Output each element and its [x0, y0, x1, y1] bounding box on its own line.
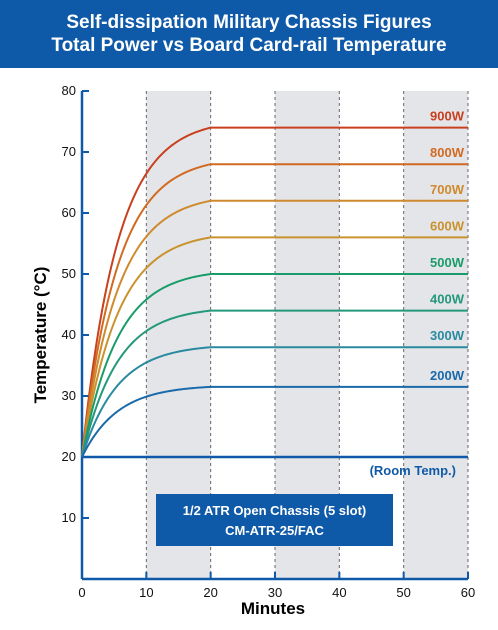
x-axis-label: Minutes	[241, 599, 305, 618]
series-label-200w: 200W	[430, 368, 465, 383]
series-line-300w	[81, 346, 468, 458]
annotation-box: 1/2 ATR Open Chassis (5 slot) CM-ATR-25/…	[156, 494, 393, 546]
series-label-800w: 800W	[430, 145, 465, 160]
y-tick-label-80: 80	[62, 83, 76, 98]
series-line-400w	[81, 309, 468, 458]
x-tick-label-30: 30	[268, 585, 282, 600]
y-tick-label-10: 10	[62, 510, 76, 525]
y-tick-label-30: 30	[62, 388, 76, 403]
chart-title-line2: Total Power vs Board Card-rail Temperatu…	[51, 35, 447, 56]
shaded-band-2	[403, 91, 468, 579]
series-label-600w: 600W	[430, 218, 465, 233]
series-label-400w: 400W	[430, 292, 465, 307]
x-tick-label-60: 60	[461, 585, 475, 600]
x-tick-label-10: 10	[139, 585, 153, 600]
series-line-500w	[81, 273, 468, 458]
x-tick-label-50: 50	[396, 585, 410, 600]
series-line-600w	[81, 236, 468, 458]
series-label-700w: 700W	[430, 182, 465, 197]
y-axis-label: Temperature (°C)	[31, 267, 50, 404]
annotation-box-bg	[156, 494, 393, 546]
series-line-700w	[81, 199, 468, 458]
room-temp-label: (Room Temp.)	[370, 463, 456, 478]
series-label-300w: 300W	[430, 328, 465, 343]
annotation-line1: 1/2 ATR Open Chassis (5 slot)	[183, 503, 367, 518]
series-label-500w: 500W	[430, 255, 465, 270]
series-line-200w	[81, 385, 468, 458]
annotation-line2: CM-ATR-25/FAC	[225, 523, 324, 538]
y-tick-label-20: 20	[62, 449, 76, 464]
chart-header: Self-dissipation Military Chassis Figure…	[0, 0, 498, 68]
y-tick-label-40: 40	[62, 327, 76, 342]
y-tick-label-50: 50	[62, 266, 76, 281]
x-tick-label-20: 20	[203, 585, 217, 600]
series-line-900w	[81, 126, 468, 458]
series-line-800w	[81, 163, 468, 458]
x-tick-label-40: 40	[332, 585, 346, 600]
y-tick-label-70: 70	[62, 144, 76, 159]
x-tick-label-0: 0	[78, 585, 85, 600]
y-tick-label-60: 60	[62, 205, 76, 220]
chart-title-line1: Self-dissipation Military Chassis Figure…	[66, 12, 432, 33]
series-label-900w: 900W	[430, 109, 465, 124]
